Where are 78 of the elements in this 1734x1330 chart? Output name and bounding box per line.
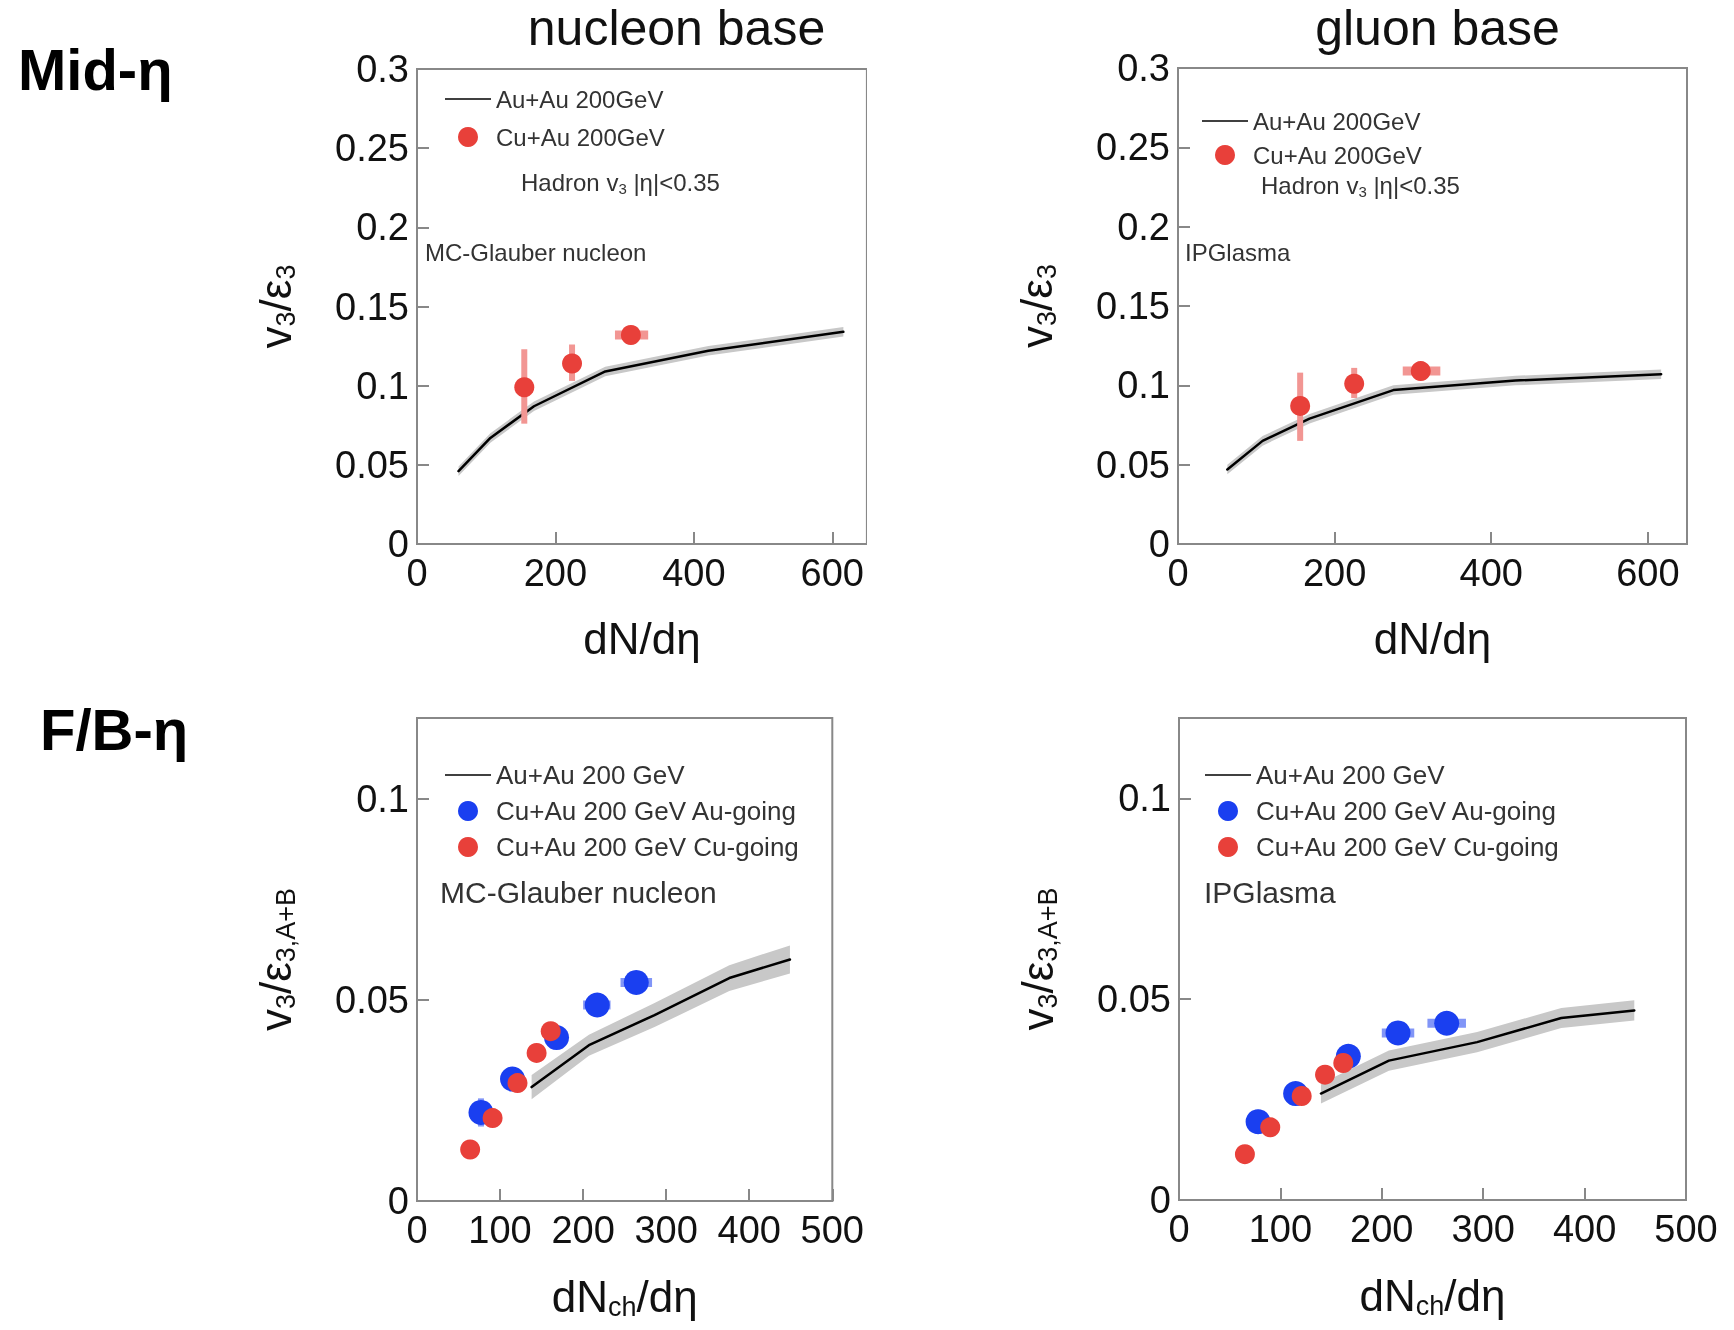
x-tick-label: 100 (468, 1209, 532, 1251)
legend-label: Cu+Au 200GeV (1253, 141, 1422, 169)
x-tick-label: 200 (1350, 1208, 1414, 1250)
legend-label: Cu+Au 200GeV (496, 123, 665, 151)
x-tick-label: 500 (800, 1209, 864, 1251)
point (1234, 1144, 1255, 1165)
point (1315, 1064, 1336, 1085)
point (1291, 1085, 1312, 1106)
y-tick-label: 0 (1149, 1179, 1171, 1221)
x-tick-label: 200 (551, 1209, 615, 1251)
y-tick-label: 0 (387, 1180, 409, 1222)
annotation: MC-Glauber nucleon (425, 238, 647, 266)
annotation: IPGlasma (1204, 875, 1337, 909)
y-tick-label: 0.1 (1118, 777, 1171, 820)
y-tick-label: 0.2 (356, 206, 409, 249)
point (1385, 1020, 1411, 1046)
x-tick-label: 400 (1552, 1208, 1617, 1250)
point (460, 1139, 481, 1160)
chart-title: nucleon base (527, 0, 826, 56)
x-tick-label: 200 (523, 552, 588, 594)
y-tick-label: 0.05 (335, 978, 409, 1021)
y-tick-label: 0 (1148, 523, 1170, 565)
y-tick-label: 0.05 (1097, 978, 1171, 1021)
x-axis-title: dNch/dη (551, 1272, 698, 1322)
text: Mid-η (18, 36, 173, 102)
x-tick-label: 300 (634, 1209, 698, 1251)
y-tick-label: 0.25 (1096, 126, 1170, 169)
legend-label: Au+Au 200 GeV (1256, 760, 1446, 790)
point (1260, 1117, 1281, 1138)
y-axis-title: v3/ε3 (251, 264, 301, 349)
y-tick-label: 0.25 (335, 127, 409, 170)
point (620, 325, 641, 345)
y-tick-label: 0.1 (1117, 364, 1170, 407)
legend-label: Au+Au 200GeV (496, 85, 664, 113)
x-tick-label: 400 (717, 1209, 781, 1251)
y-tick-label: 0.2 (1117, 205, 1170, 248)
y-tick-label: 0.15 (1096, 285, 1170, 327)
legend-label: Au+Au 200GeV (1253, 107, 1421, 135)
y-tick-label: 0.3 (1117, 47, 1170, 89)
x-axis-title: dN/dη (1373, 613, 1492, 663)
y-axis-title: v3/ε3,A+B (251, 887, 301, 1032)
x-axis-title: dN/dη (583, 613, 701, 663)
y-tick-label: 0.1 (356, 364, 409, 407)
x-tick-label: 600 (800, 552, 864, 594)
x-tick-label: 500 (1654, 1208, 1718, 1250)
x-tick-label: 400 (1459, 552, 1523, 594)
x-tick-label: 300 (1451, 1208, 1515, 1250)
chart-title: gluon base (1315, 0, 1560, 56)
x-tick-label: 600 (1616, 552, 1680, 594)
x-tick-label: 100 (1248, 1208, 1313, 1250)
y-axis-title: v3/ε3,A+B (1013, 887, 1063, 1031)
text: F/B-η (40, 696, 189, 762)
x-tick-label: 200 (1302, 552, 1367, 594)
legend-label: Cu+Au 200 GeV Au-going (496, 796, 796, 826)
y-tick-label: 0.3 (356, 48, 409, 90)
point (482, 1108, 503, 1129)
x-axis-title: dNch/dη (1359, 1271, 1506, 1321)
y-axis-title: v3/ε3 (1012, 264, 1062, 348)
point (584, 992, 610, 1018)
legend-label: Cu+Au 200 GeV Cu-going (496, 832, 799, 862)
y-tick-label: 0.05 (1096, 443, 1170, 486)
annotation: MC-Glauber nucleon (440, 875, 717, 909)
point (514, 377, 535, 398)
y-tick-label: 0.15 (335, 285, 409, 328)
y-tick-label: 0.1 (356, 777, 409, 820)
y-tick-label: 0.05 (335, 443, 409, 486)
point (526, 1042, 547, 1063)
point (562, 353, 583, 374)
x-tick-label: 400 (662, 552, 726, 594)
line-series (530, 958, 792, 1089)
annotation: IPGlasma (1185, 238, 1292, 266)
legend-label: Cu+Au 200 GeV Cu-going (1256, 832, 1559, 862)
point (1434, 1010, 1460, 1036)
line-series (1319, 1009, 1636, 1095)
y-tick-label: 0 (387, 523, 409, 565)
point (623, 969, 649, 995)
legend-label: Au+Au 200 GeV (496, 760, 686, 790)
legend-label: Cu+Au 200 GeV Au-going (1256, 796, 1556, 826)
